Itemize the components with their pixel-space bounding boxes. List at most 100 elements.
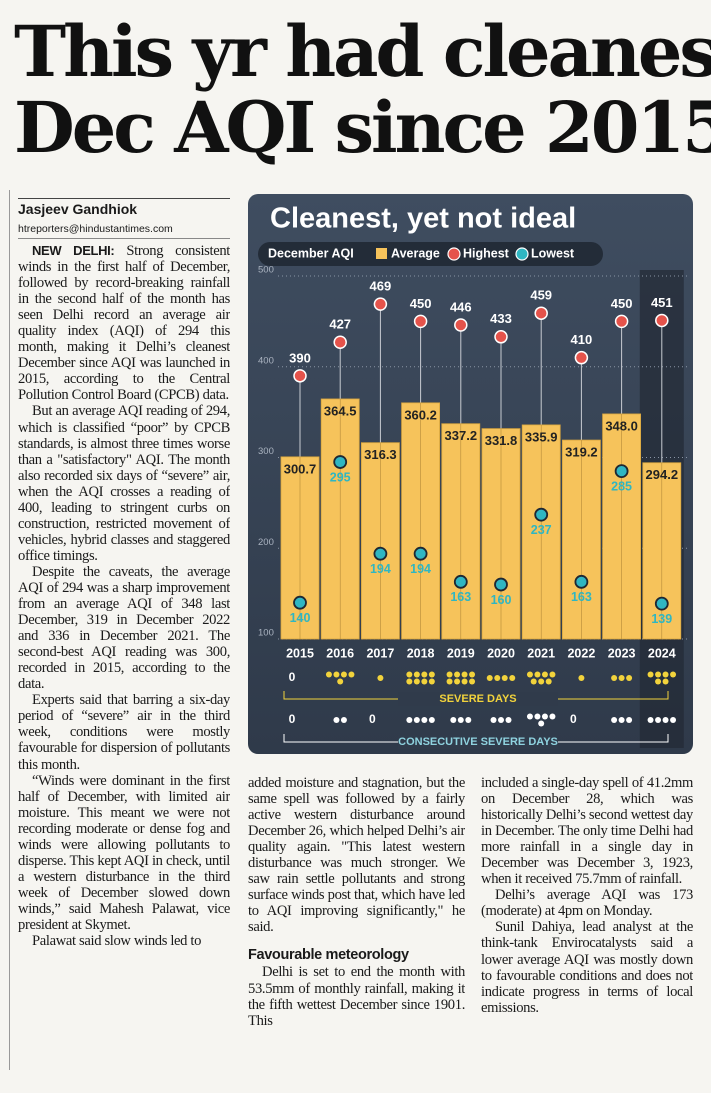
day-dot — [454, 678, 461, 685]
bar-value-label: 360.2 — [404, 407, 437, 422]
highest-marker — [293, 369, 307, 383]
day-dots — [333, 717, 347, 723]
day-dot — [428, 678, 435, 685]
day-dots — [526, 671, 556, 685]
day-dots — [526, 713, 556, 727]
lowest-label: 139 — [651, 612, 672, 626]
day-dots — [486, 675, 516, 681]
day-dot — [413, 671, 420, 678]
x-tick-label: 2023 — [608, 646, 636, 660]
day-dot — [662, 678, 669, 685]
highest-marker — [534, 306, 548, 320]
highest-label: 450 — [611, 296, 633, 311]
day-dot — [541, 713, 548, 720]
x-tick-label: 2021 — [527, 646, 555, 660]
paragraph-text: added moisture and stagnation, but the s… — [248, 775, 465, 936]
bracket-label-bg — [398, 735, 558, 749]
paragraph-text: Despite the caveats, the average AQI of … — [18, 563, 230, 693]
bracket-label: SEVERE DAYS — [439, 693, 516, 705]
x-tick-label: 2020 — [487, 646, 515, 660]
highest-label: 446 — [450, 299, 472, 314]
day-dot — [545, 678, 552, 685]
day-dots — [647, 671, 677, 685]
paragraph-text: “Winds were dominant in the first half o… — [18, 772, 230, 933]
day-dot — [505, 717, 512, 723]
day-dots — [490, 717, 512, 723]
lowest-label: 160 — [491, 593, 512, 607]
paragraph: included a single-day spell of 41.2mm on… — [481, 775, 693, 887]
headline-line: This yr had cleanest — [14, 10, 711, 93]
paragraph-text: Strong consistent winds in the first hal… — [18, 243, 230, 404]
day-dot — [626, 675, 633, 681]
day-dots — [450, 717, 472, 723]
bar-value-label: 319.2 — [565, 445, 598, 460]
day-dot — [446, 671, 453, 678]
day-dot — [498, 717, 504, 723]
paragraph-text: But an average AQI reading of 294, which… — [18, 403, 230, 564]
day-dot — [647, 671, 654, 678]
legend-swatch — [515, 247, 529, 261]
lowest-label: 285 — [611, 479, 632, 493]
x-tick-label: 2016 — [326, 646, 354, 660]
day-dot — [655, 671, 662, 678]
paragraph: Sunil Dahiya, lead analyst at the think-… — [481, 919, 693, 1015]
lowest-marker — [494, 577, 508, 592]
zero-count: 0 — [570, 712, 577, 726]
bar-value-label: 316.3 — [364, 447, 397, 462]
legend-title: December AQI — [268, 246, 354, 260]
day-dot — [421, 717, 428, 723]
bracket-label: CONSECUTIVE SEVERE DAYS — [398, 736, 558, 748]
day-dot — [406, 717, 413, 723]
paragraph: “Winds were dominant in the first half o… — [18, 773, 230, 933]
highest-label: 459 — [530, 288, 552, 303]
day-dot — [618, 717, 625, 723]
day-dot — [377, 675, 384, 681]
day-dot — [325, 671, 332, 678]
highest-label: 469 — [370, 279, 392, 294]
highest-marker — [494, 330, 508, 344]
day-dot — [446, 678, 453, 685]
paragraph: Delhi’s average AQI was 173 (moderate) a… — [481, 887, 693, 919]
day-dot — [428, 717, 435, 723]
day-dot — [611, 675, 618, 681]
paragraph: Despite the caveats, the average AQI of … — [18, 564, 230, 692]
highest-label: 410 — [571, 332, 593, 347]
paragraph-text: Delhi’s average AQI was 173 (moderate) a… — [481, 887, 693, 920]
x-tick-label: 2019 — [447, 646, 475, 660]
day-dots — [611, 675, 633, 681]
bar-value-label: 331.8 — [485, 433, 518, 448]
highest-label: 433 — [490, 311, 512, 326]
highest-label: 450 — [410, 296, 432, 311]
day-dot — [509, 675, 516, 681]
day-dots — [611, 717, 633, 723]
day-dot — [578, 675, 585, 681]
day-dot — [647, 717, 654, 723]
x-tick-label: 2017 — [366, 646, 394, 660]
lowest-label: 140 — [290, 611, 311, 625]
day-dot — [454, 671, 461, 678]
bar-value-label: 364.5 — [324, 403, 357, 418]
day-dot — [549, 713, 556, 720]
day-dot — [413, 678, 420, 685]
day-dots — [325, 671, 355, 685]
article-column: included a single-day spell of 41.2mm on… — [481, 775, 693, 1077]
day-dot — [490, 717, 497, 723]
day-dot — [534, 713, 541, 720]
lowest-marker — [413, 546, 428, 561]
paragraph-text: Experts said that barring a six-day peri… — [18, 692, 230, 773]
subheading: Favourable meteorology — [248, 947, 409, 964]
x-tick-label: 2024 — [648, 646, 676, 660]
day-dots — [406, 671, 435, 685]
highest-marker — [614, 314, 629, 329]
y-tick-label: 200 — [258, 537, 274, 548]
day-dot — [406, 678, 413, 685]
lowest-marker — [654, 596, 669, 611]
lowest-label: 163 — [450, 590, 471, 604]
highest-marker — [373, 297, 388, 311]
legend-swatch — [447, 247, 461, 261]
day-dot — [461, 671, 468, 678]
day-dot — [348, 671, 355, 678]
lowest-marker — [614, 464, 629, 479]
day-dot — [655, 717, 662, 723]
